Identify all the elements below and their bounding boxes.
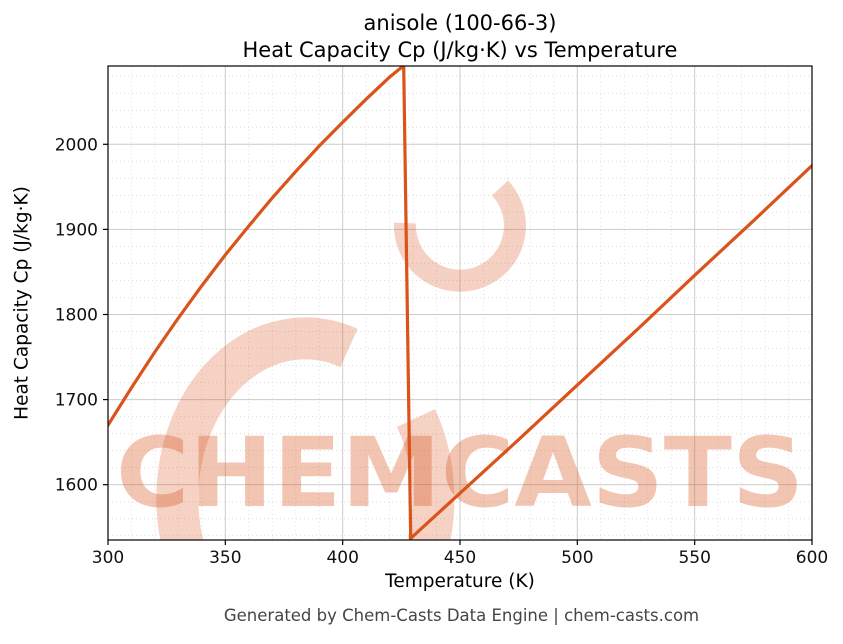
y-tick-labels: 1600 1700 1800 1900 2000 xyxy=(55,135,98,495)
watermark-text: CHEMCASTS xyxy=(116,417,804,529)
tick-marks xyxy=(103,143,813,545)
x-axis-label: Temperature (K) xyxy=(385,571,535,592)
y-tick-label: 1800 xyxy=(55,305,98,325)
x-tick-label: 350 xyxy=(209,548,241,568)
series-cp-liquid xyxy=(108,66,406,427)
chart-title-line2: Heat Capacity Cp (J/kg·K) vs Temperature xyxy=(242,38,678,62)
cp-line-series xyxy=(108,66,812,540)
x-tick-label: 500 xyxy=(561,548,593,568)
series-boiling-transition-drop xyxy=(402,66,413,540)
watermark: CHEMCASTS xyxy=(116,180,804,540)
series-cp-vapor xyxy=(409,164,812,540)
chart-title-line1: anisole (100-66-3) xyxy=(363,11,557,35)
x-tick-labels: 300 350 400 450 500 550 600 xyxy=(92,548,828,568)
y-tick-label: 1600 xyxy=(55,476,98,496)
footer-attribution: Generated by Chem-Casts Data Engine | ch… xyxy=(223,606,700,625)
y-tick-label: 1900 xyxy=(55,220,98,240)
y-tick-label: 2000 xyxy=(55,135,98,155)
x-tick-label: 550 xyxy=(678,548,710,568)
chemcasts-logo-icon xyxy=(156,180,526,540)
y-axis-label: Heat Capacity Cp (J/kg·K) xyxy=(11,186,33,420)
y-tick-label: 1700 xyxy=(55,391,98,411)
x-tick-label: 450 xyxy=(444,548,476,568)
x-tick-label: 400 xyxy=(326,548,358,568)
x-tick-label: 600 xyxy=(796,548,828,568)
x-tick-label: 300 xyxy=(92,548,124,568)
